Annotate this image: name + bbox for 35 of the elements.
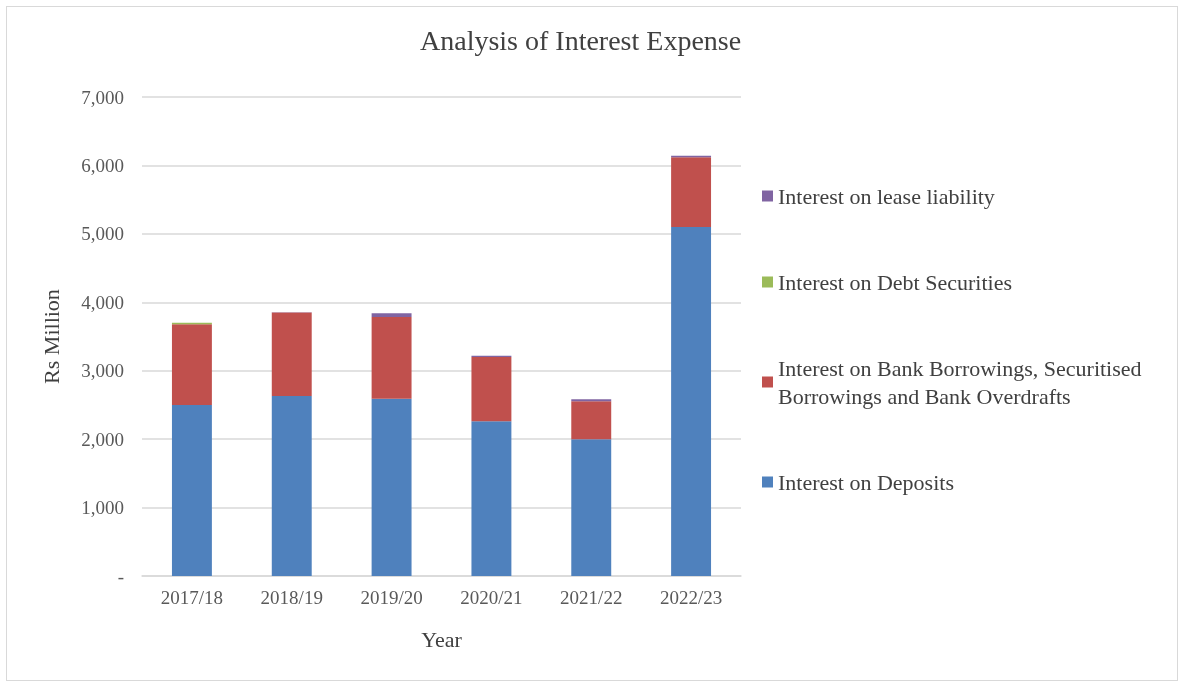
bar	[671, 157, 712, 228]
y-tick-label: 3,000	[81, 360, 124, 382]
bar	[571, 401, 612, 440]
legend-label: Interest on Debt Securities	[778, 269, 1012, 295]
bar	[371, 317, 412, 399]
bar	[671, 227, 712, 576]
x-tick-label: 2020/21	[460, 587, 523, 608]
bar	[571, 439, 612, 576]
x-tick-label: 2022/23	[659, 587, 723, 608]
x-tick-label: 2021/22	[560, 587, 623, 608]
legend-label: Interest on Bank Borrowings, Securitised Borrowings and Bank Overdrafts	[778, 355, 1148, 409]
y-tick-label: 2,000	[81, 428, 124, 450]
bar	[371, 313, 412, 317]
bar	[271, 396, 312, 576]
bar	[171, 404, 212, 576]
x-tick-label: 2019/20	[360, 587, 423, 608]
legend-label: Interest on Deposits	[778, 469, 954, 495]
y-axis-title: Rs Million	[38, 289, 64, 384]
bar	[371, 398, 412, 576]
x-axis-title: Year	[421, 626, 463, 652]
y-tick-label: 1,000	[81, 497, 124, 519]
y-tick-label: 4,000	[81, 291, 124, 313]
y-tick-label: 6,000	[81, 154, 124, 176]
bar	[171, 324, 212, 405]
y-tick-label: 7,000	[81, 86, 124, 108]
legend-label: Interest on lease liability	[778, 183, 995, 209]
y-tick-label: -	[117, 565, 124, 587]
bar	[471, 421, 512, 576]
y-tick-label: 5,000	[81, 223, 124, 245]
x-tick-label: 2017/18	[160, 587, 224, 608]
bar	[471, 357, 512, 422]
chart-title: Analysis of Interest Expense	[420, 24, 742, 56]
bar	[271, 312, 312, 397]
bar	[571, 399, 612, 402]
x-tick-label: 2018/19	[260, 587, 323, 608]
